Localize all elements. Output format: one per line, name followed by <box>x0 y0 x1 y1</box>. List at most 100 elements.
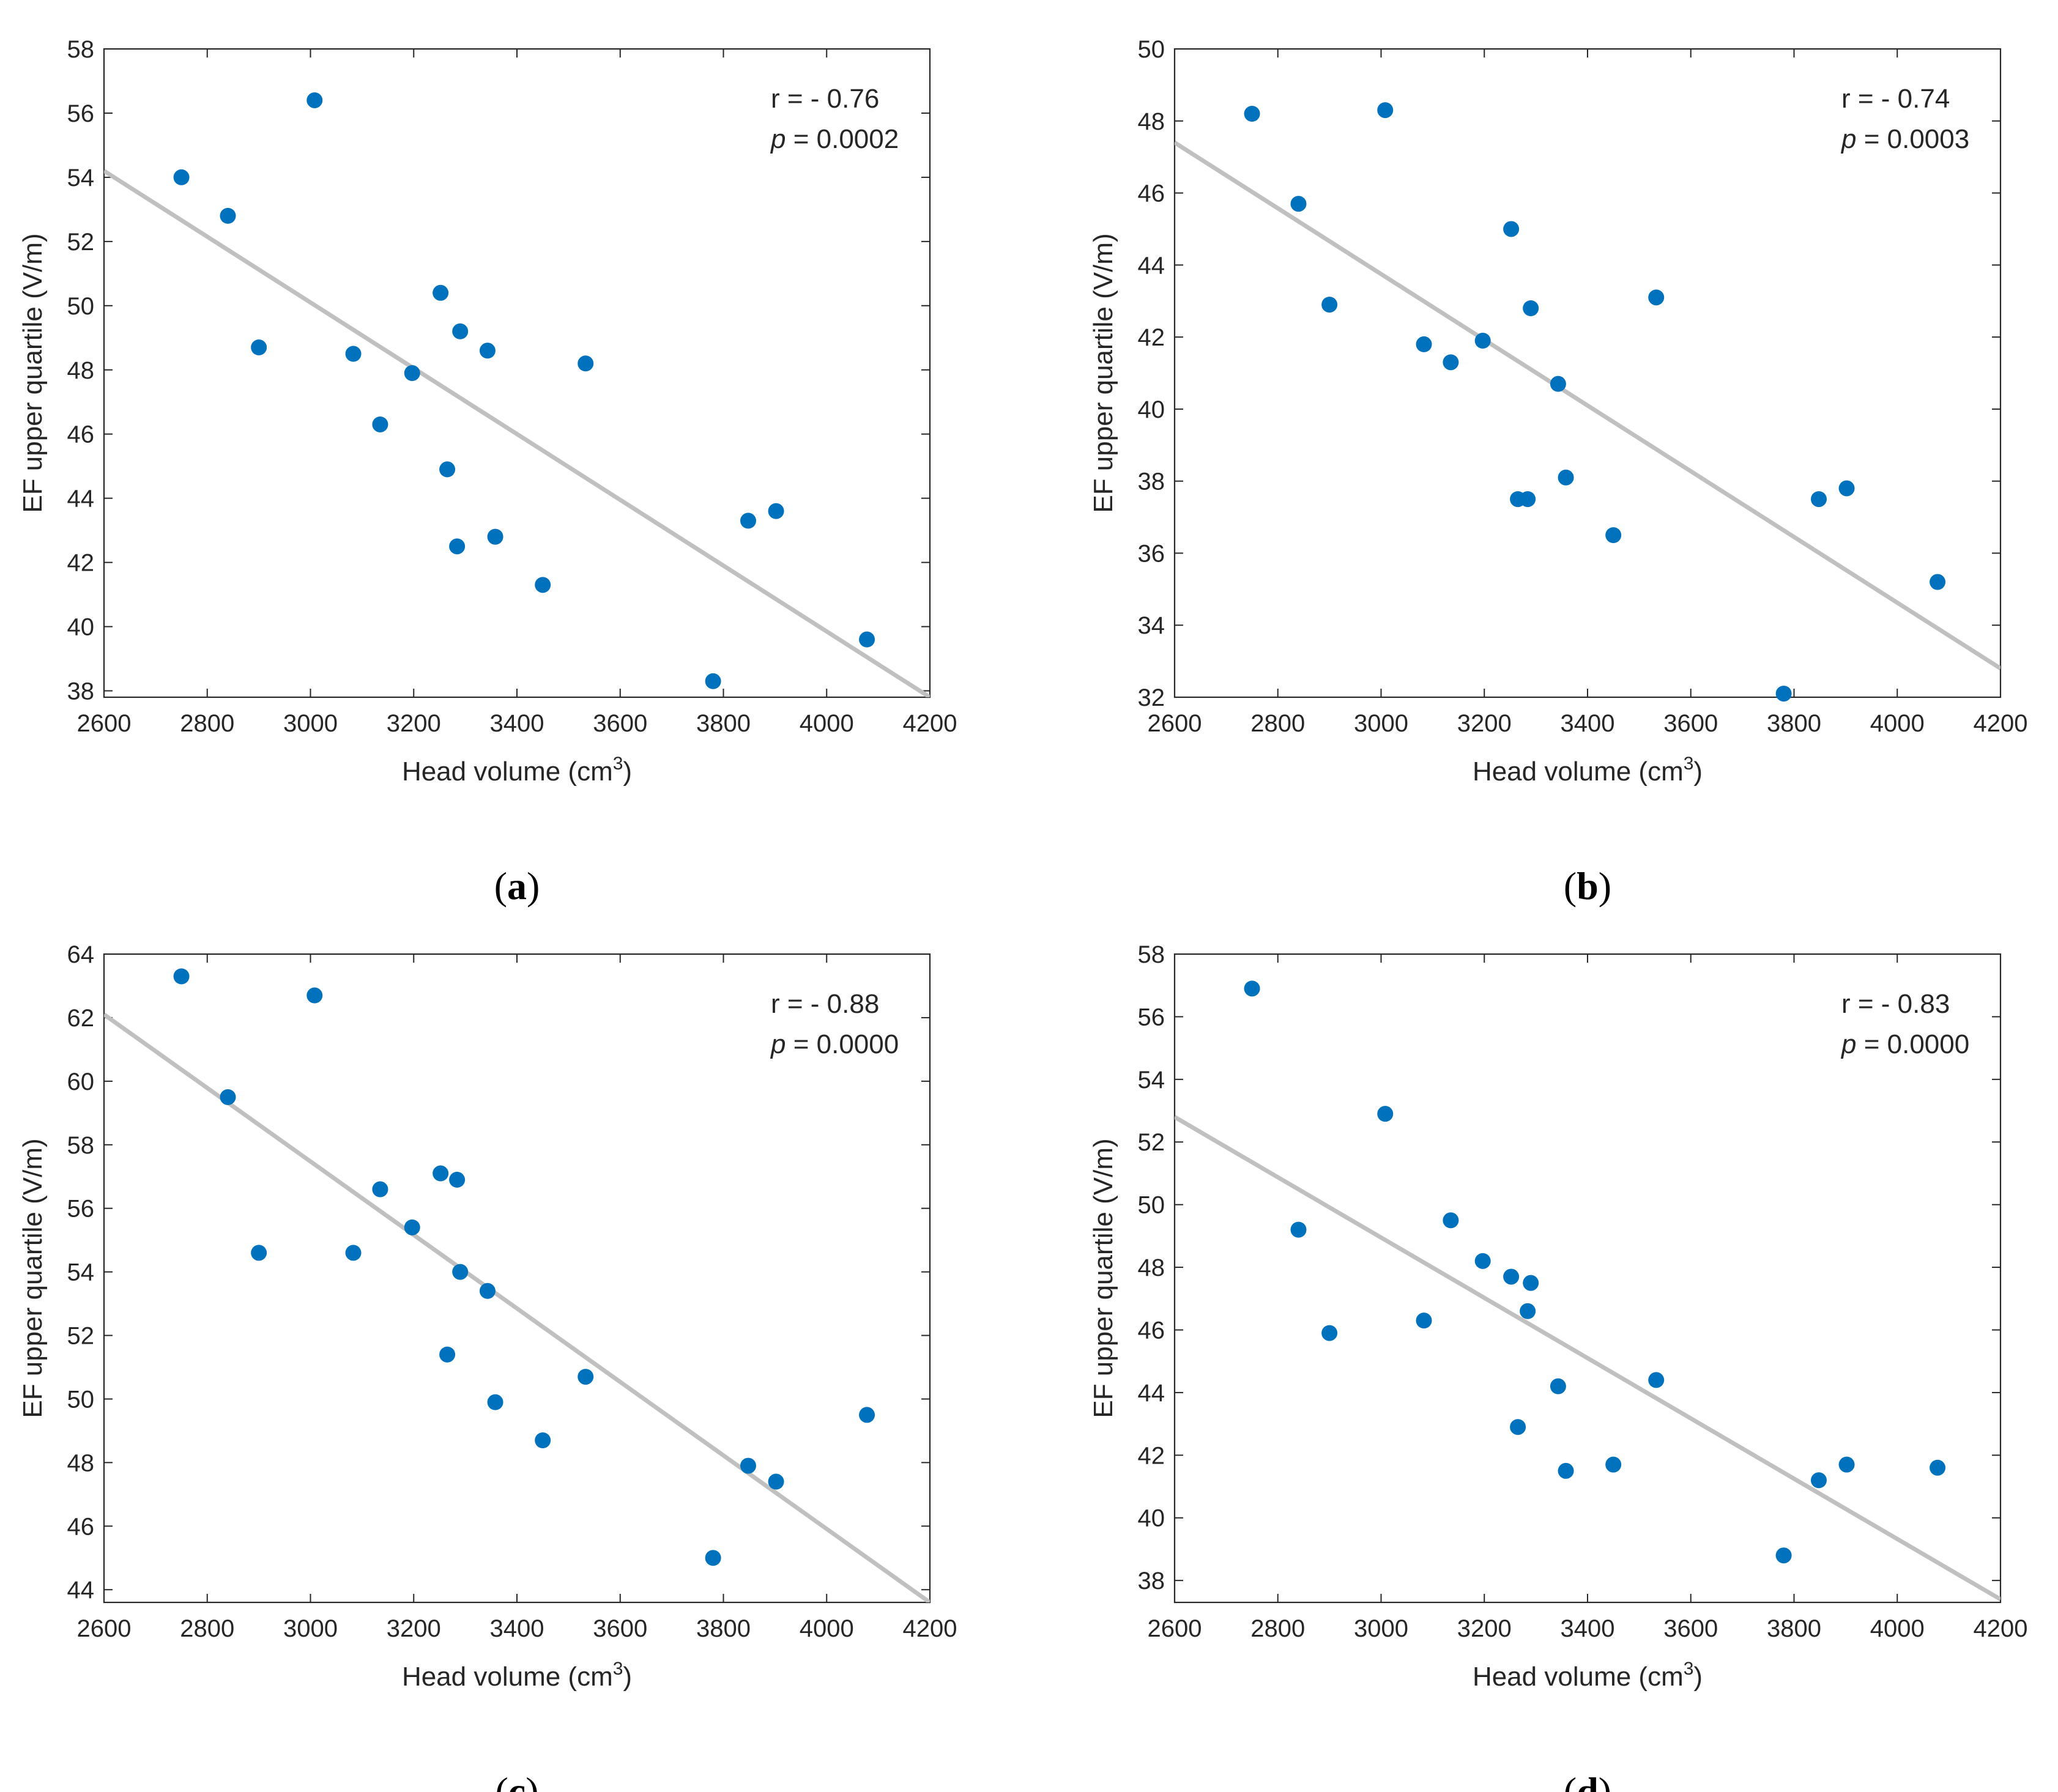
scatter-point <box>452 1264 469 1280</box>
scatter-point <box>404 1219 420 1235</box>
scatter-point <box>1520 1303 1536 1319</box>
scatter-point <box>768 503 784 519</box>
y-tick-label: 60 <box>67 1068 95 1095</box>
scatter-point <box>1523 300 1539 316</box>
chart-panel-a: 2600 2800 3000 3200 3400 3600 3800 4000 4200 38 40… <box>18 36 957 908</box>
y-tick-label: 46 <box>1138 1317 1165 1344</box>
correlation-r-text: r = - 0.88 <box>771 989 879 1019</box>
scatter-point <box>740 513 756 529</box>
x-axis-label: Head volume (cm3) <box>1473 1659 1703 1692</box>
scatter-point <box>1416 1313 1432 1329</box>
x-tick-label: 2600 <box>77 1615 132 1642</box>
p-value-text: p = 0.0003 <box>1840 124 1969 154</box>
x-tick-label: 3000 <box>1354 710 1408 737</box>
y-tick-label: 46 <box>1138 180 1165 207</box>
scatter-point <box>578 1369 594 1385</box>
y-tick-label: 44 <box>67 1577 95 1604</box>
x-tick-label: 3200 <box>1457 710 1512 737</box>
x-axis-label: Head volume (cm3) <box>1473 753 1703 787</box>
y-tick-label: 58 <box>67 36 95 63</box>
y-tick-label: 38 <box>1138 468 1165 495</box>
p-value-text: p = 0.0000 <box>1840 1029 1969 1059</box>
x-tick-label: 3600 <box>593 710 647 737</box>
x-axis-label: Head volume (cm3) <box>402 1659 632 1692</box>
panel-caption: (a) <box>494 864 540 908</box>
y-tick-label: 52 <box>67 229 95 256</box>
regression-line <box>104 1012 930 1602</box>
y-tick-label: 52 <box>67 1323 95 1350</box>
scatter-point <box>705 1550 721 1566</box>
y-tick-label: 42 <box>67 550 95 577</box>
scatter-point <box>306 987 323 1004</box>
scatter-point <box>173 968 190 985</box>
scatter-point <box>1443 1212 1459 1229</box>
scatter-point <box>1290 1221 1307 1238</box>
scatter-point <box>487 528 503 545</box>
correlation-r-text: r = - 0.76 <box>771 84 879 114</box>
x-tick-label: 3200 <box>387 710 441 737</box>
x-tick-label: 2800 <box>1250 1615 1305 1642</box>
x-tick-label: 2800 <box>180 1615 234 1642</box>
scatter-point <box>535 577 551 593</box>
y-tick-label: 50 <box>67 1386 95 1413</box>
scatter-point <box>768 1473 784 1490</box>
scatter-point <box>220 207 236 224</box>
correlation-r-text: r = - 0.74 <box>1841 84 1950 114</box>
scatter-point <box>345 346 362 362</box>
scatter-point <box>1503 1268 1520 1285</box>
y-tick-label: 42 <box>1138 1442 1165 1469</box>
y-tick-label: 34 <box>1138 612 1165 639</box>
x-tick-label: 3000 <box>283 710 338 737</box>
scatter-point <box>433 284 449 301</box>
y-tick-label: 56 <box>67 1196 95 1223</box>
regression-line <box>104 169 930 697</box>
scatter-point <box>439 1346 456 1363</box>
chart-panel-d: 2600 2800 3000 3200 3400 3600 3800 4000 4200 38 40… <box>1088 941 2027 1792</box>
y-tick-label: 40 <box>1138 396 1165 423</box>
x-tick-label: 3400 <box>1561 1615 1615 1642</box>
y-tick-label: 64 <box>67 941 95 968</box>
y-axis-label: EF upper quartile (V/m) <box>1088 1138 1118 1418</box>
regression-line <box>1175 1115 2000 1601</box>
y-tick-label: 48 <box>67 1450 95 1476</box>
x-tick-label: 3600 <box>1663 1615 1718 1642</box>
y-tick-label: 44 <box>1138 252 1165 279</box>
y-tick-label: 46 <box>67 1513 95 1540</box>
x-tick-label: 3000 <box>1354 1615 1408 1642</box>
x-tick-label: 4200 <box>903 1615 957 1642</box>
scatter-point <box>487 1394 503 1410</box>
y-tick-label: 50 <box>1138 36 1165 63</box>
y-axis-label: EF upper quartile (V/m) <box>18 1138 48 1418</box>
y-tick-label: 62 <box>67 1005 95 1032</box>
y-tick-label: 56 <box>67 100 95 127</box>
scatter-point <box>372 1181 388 1198</box>
scatter-point <box>1558 469 1574 486</box>
scatter-point <box>1474 1253 1491 1269</box>
correlation-r-text: r = - 0.83 <box>1841 989 1950 1019</box>
y-axis-label: EF upper quartile (V/m) <box>1088 233 1118 513</box>
scatter-point <box>1775 1547 1792 1564</box>
regression-line <box>1175 141 2000 670</box>
y-tick-label: 52 <box>1138 1129 1165 1156</box>
x-tick-label: 3800 <box>1767 1615 1821 1642</box>
y-tick-label: 46 <box>67 421 95 448</box>
x-tick-label: 3400 <box>490 710 544 737</box>
panel-caption: (b) <box>1564 864 1611 908</box>
scatter-point <box>1474 333 1491 349</box>
x-tick-label: 4200 <box>1974 710 2028 737</box>
x-tick-label: 4000 <box>800 1615 854 1642</box>
scatter-point <box>859 631 875 648</box>
x-tick-label: 3600 <box>1663 710 1718 737</box>
scatter-point <box>220 1089 236 1105</box>
y-tick-label: 50 <box>67 293 95 320</box>
scatter-point <box>1838 1456 1855 1473</box>
y-tick-label: 54 <box>1138 1067 1165 1094</box>
y-tick-label: 42 <box>1138 324 1165 351</box>
scatter-point <box>1550 1378 1566 1394</box>
scatter-point <box>1443 354 1459 371</box>
x-tick-label: 3600 <box>593 1615 647 1642</box>
x-axis-label: Head volume (cm3) <box>402 753 632 787</box>
x-tick-label: 3000 <box>283 1615 338 1642</box>
y-tick-label: 44 <box>1138 1380 1165 1407</box>
